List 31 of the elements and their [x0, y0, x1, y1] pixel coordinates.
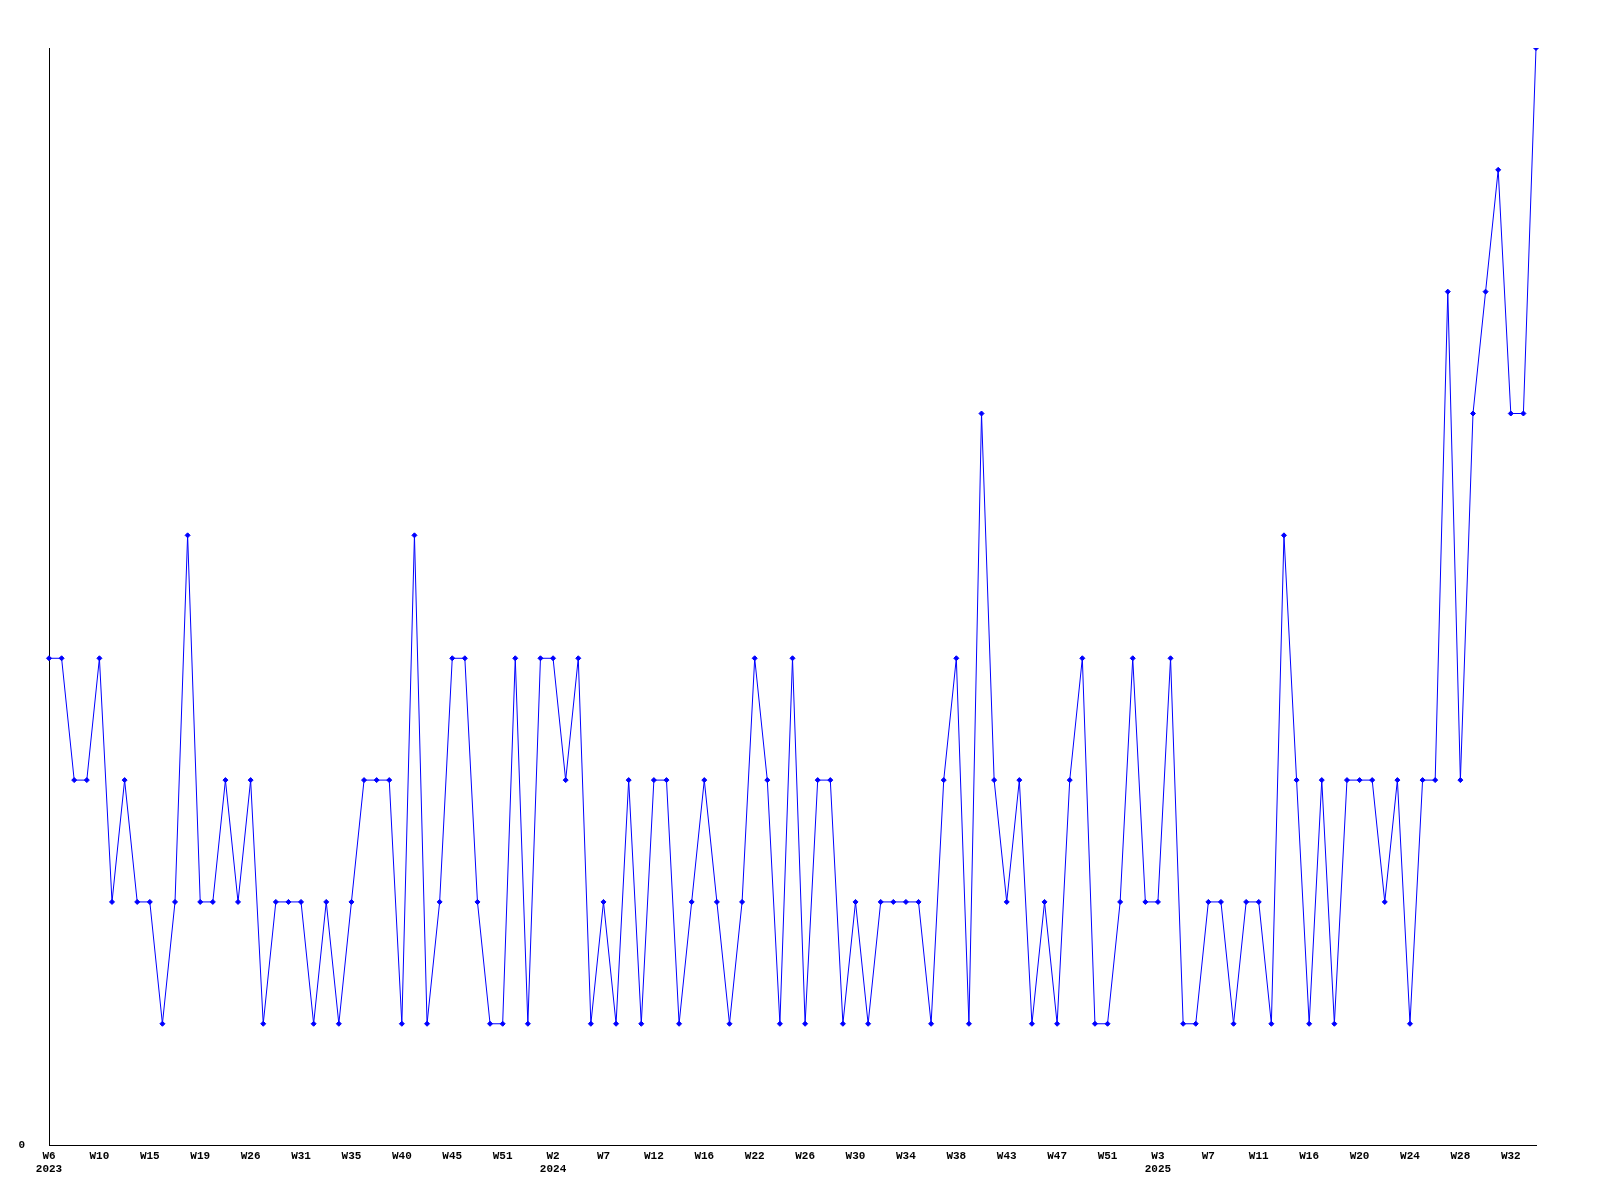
x-tick-label: W24	[1400, 1149, 1421, 1162]
x-tick-label: W30	[845, 1149, 866, 1162]
x-tick-label: W11	[1248, 1149, 1270, 1162]
x-tick-label: W10	[89, 1149, 110, 1162]
text: 0	[18, 1139, 25, 1152]
x-tick-label: W28	[1450, 1149, 1471, 1162]
x-tick-label: W43	[996, 1149, 1018, 1162]
x-tick-label: W6 2023	[35, 1149, 63, 1176]
x-tick-label: W12	[643, 1149, 664, 1162]
x-tick-label: W15	[139, 1149, 161, 1162]
x-tick-label: W40	[391, 1149, 412, 1162]
x-tick-label: W26	[795, 1149, 816, 1162]
x-tick-label: W51	[492, 1149, 513, 1162]
x-tick-label: W31	[291, 1149, 312, 1162]
x-tick-label: W7	[596, 1149, 611, 1162]
x-tick-label: W26	[240, 1149, 261, 1162]
x-tick-label: W16	[1299, 1149, 1320, 1162]
x-tick-label: W19	[190, 1149, 211, 1162]
x-tick-label: W7	[1201, 1149, 1215, 1162]
x-tick-label: W45	[442, 1149, 463, 1162]
x-tick-label: W22	[744, 1149, 765, 1162]
x-tick-label: W47	[1047, 1149, 1068, 1162]
x-tick-label: W35	[341, 1149, 362, 1162]
x-tick-label: W32	[1500, 1149, 1521, 1162]
x-tick-label: W3 2025	[1144, 1149, 1172, 1176]
x-tick-label: W16	[694, 1149, 715, 1162]
x-tick-label: W34	[896, 1149, 917, 1162]
x-tick-label: W38	[946, 1149, 967, 1162]
x-tick-label: W2 2024	[539, 1149, 567, 1176]
x-tick-label: W51	[1097, 1149, 1118, 1162]
x-tick-label: W20	[1349, 1149, 1370, 1162]
